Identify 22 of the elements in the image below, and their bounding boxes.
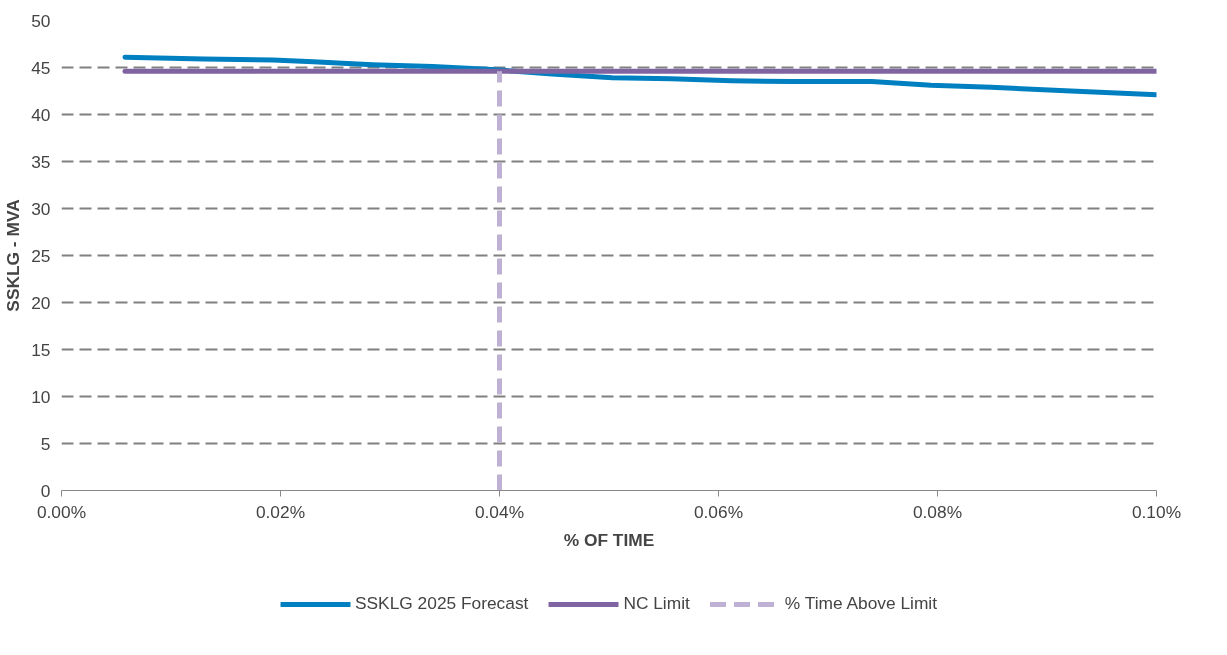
x-tick-label: 0.06% (693, 501, 744, 522)
x-tick-label: 0.04% (474, 501, 525, 522)
legend-label: % Time Above Limit (784, 593, 937, 614)
x-tick-label: 0.10% (1131, 501, 1182, 522)
legend-label: NC Limit (623, 593, 690, 614)
y-tick-label: 10 (31, 386, 51, 407)
y-tick-label: 25 (31, 245, 51, 266)
y-tick-label: 45 (31, 57, 51, 78)
x-tick-label: 0.08% (912, 501, 963, 522)
x-axis-title: % OF TIME (563, 529, 655, 550)
y-tick-label: 15 (31, 339, 51, 360)
y-tick-label: 5 (40, 433, 51, 454)
y-tick-label: 40 (31, 104, 51, 125)
y-tick-label: 50 (31, 10, 51, 31)
x-tick-label: 0.02% (255, 501, 306, 522)
legend-label: SSKLG 2025 Forecast (355, 593, 529, 614)
y-tick-label: 30 (31, 198, 51, 219)
y-axis-title: SSKLG - MVA (3, 198, 24, 312)
y-tick-label: 35 (31, 151, 51, 172)
y-tick-label: 20 (31, 292, 51, 313)
x-tick-label: 0.00% (36, 501, 87, 522)
y-tick-label: 0 (40, 480, 51, 501)
